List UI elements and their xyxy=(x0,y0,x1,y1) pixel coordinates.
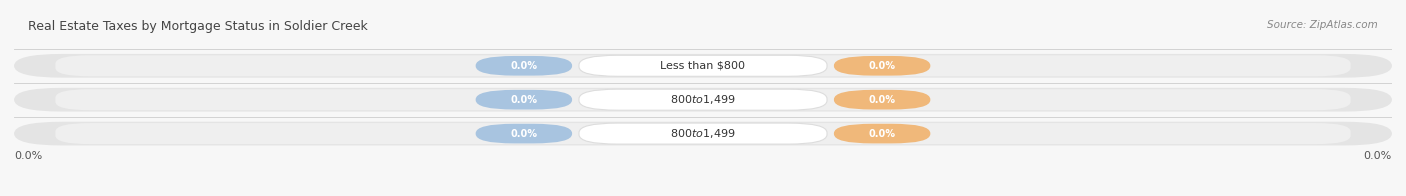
Text: 0.0%: 0.0% xyxy=(869,95,896,105)
FancyBboxPatch shape xyxy=(475,90,572,110)
Text: Real Estate Taxes by Mortgage Status in Soldier Creek: Real Estate Taxes by Mortgage Status in … xyxy=(28,20,368,33)
FancyBboxPatch shape xyxy=(579,123,827,144)
FancyBboxPatch shape xyxy=(475,124,572,143)
Text: 0.0%: 0.0% xyxy=(14,151,42,161)
Text: $800 to $1,499: $800 to $1,499 xyxy=(671,127,735,140)
FancyBboxPatch shape xyxy=(55,123,1351,144)
Text: 0.0%: 0.0% xyxy=(1364,151,1392,161)
FancyBboxPatch shape xyxy=(55,89,1351,110)
FancyBboxPatch shape xyxy=(834,56,931,76)
Text: Less than $800: Less than $800 xyxy=(661,61,745,71)
FancyBboxPatch shape xyxy=(14,88,1392,112)
FancyBboxPatch shape xyxy=(579,55,827,76)
Text: 0.0%: 0.0% xyxy=(869,61,896,71)
Text: 0.0%: 0.0% xyxy=(510,95,537,105)
Text: $800 to $1,499: $800 to $1,499 xyxy=(671,93,735,106)
Text: Source: ZipAtlas.com: Source: ZipAtlas.com xyxy=(1267,20,1378,30)
FancyBboxPatch shape xyxy=(579,89,827,110)
FancyBboxPatch shape xyxy=(834,124,931,143)
Text: 0.0%: 0.0% xyxy=(510,129,537,139)
FancyBboxPatch shape xyxy=(14,122,1392,145)
Text: 0.0%: 0.0% xyxy=(510,61,537,71)
FancyBboxPatch shape xyxy=(14,54,1392,78)
Text: 0.0%: 0.0% xyxy=(869,129,896,139)
FancyBboxPatch shape xyxy=(475,56,572,76)
FancyBboxPatch shape xyxy=(55,55,1351,76)
FancyBboxPatch shape xyxy=(834,90,931,110)
